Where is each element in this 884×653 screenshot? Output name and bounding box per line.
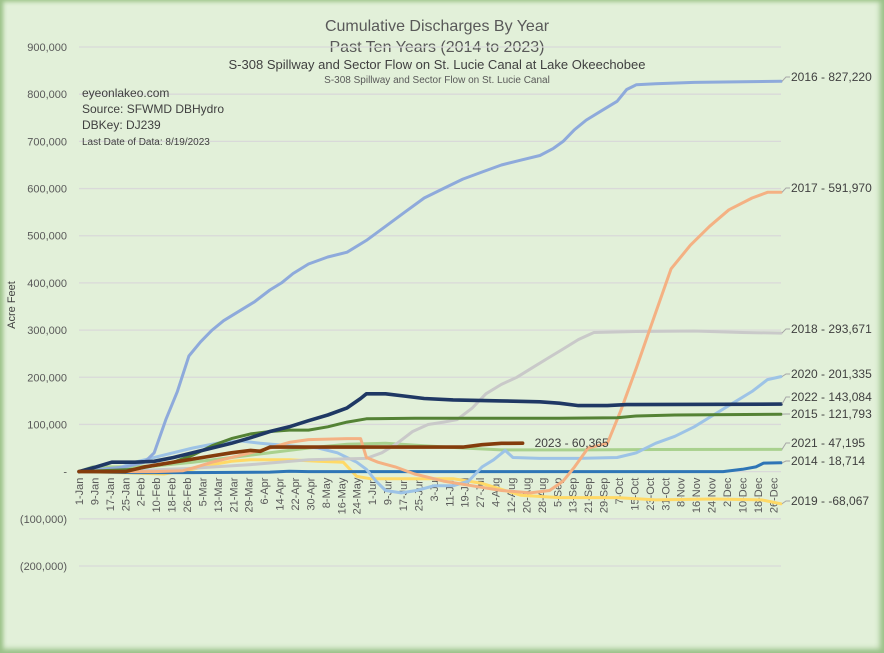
series-line-2023 — [77, 441, 525, 474]
label-leader-2016 — [781, 76, 790, 82]
x-tick-label: 17-Jun — [398, 478, 410, 512]
x-tick-label: 7-Oct — [614, 478, 626, 505]
y-axis-label: Acre Feet — [6, 281, 18, 329]
y-tick-label: (200,000) — [20, 561, 67, 573]
y-tick-label: 300,000 — [27, 325, 67, 337]
x-tick-label: 10-Dec — [737, 477, 749, 513]
x-tick-label: 29-Mar — [244, 477, 256, 512]
label-leader-2022 — [781, 396, 790, 405]
y-tick-label: 900,000 — [27, 42, 67, 54]
series-line-2022 — [77, 391, 783, 474]
x-tick-label: 15-Oct — [629, 478, 641, 511]
y-tick-label: 500,000 — [27, 231, 67, 243]
x-tick-label: 2-Feb — [136, 478, 148, 507]
x-tick-label: 21-Mar — [228, 477, 240, 512]
y-tick-label: 200,000 — [27, 372, 67, 384]
x-tick-label: 24-Nov — [707, 477, 719, 513]
x-tick-label: 3-Jul — [429, 478, 441, 502]
x-tick-label: 31-Oct — [660, 478, 672, 511]
chart-title: Cumulative Discharges By Year — [325, 18, 550, 35]
x-tick-label: 23-Oct — [645, 478, 657, 511]
x-tick-label: 18-Feb — [167, 478, 179, 513]
series-lines — [77, 79, 783, 506]
x-tick-label: 17-Jan — [105, 478, 117, 512]
label-leader-2021 — [781, 442, 790, 450]
x-tick-label: 4-Aug — [491, 478, 503, 507]
x-tick-label: 8-May — [321, 477, 333, 508]
series-end-labels: 2016 - 827,220 2017 - 591,970 2018 - 293,6… — [535, 70, 872, 508]
y-tick-label: 700,000 — [27, 136, 67, 148]
y-tick-label: 400,000 — [27, 278, 67, 290]
series-label-2021: 2021 - 47,195 — [791, 436, 865, 450]
label-leader-2017 — [781, 187, 790, 193]
y-tick-label: - — [63, 467, 67, 479]
x-tick-label: 21-Sep — [583, 478, 595, 513]
x-tick-label: 13-Mar — [213, 477, 225, 512]
y-tick-label: 600,000 — [27, 184, 67, 196]
series-line-2018 — [77, 329, 783, 474]
series-label-2015: 2015 - 121,793 — [791, 407, 872, 421]
label-leader-2020 — [781, 373, 790, 378]
y-tick-label: 800,000 — [27, 89, 67, 101]
annotation-dbkey: DBKey: DJ239 — [82, 118, 161, 132]
x-tick-label: 2-Dec — [722, 477, 734, 507]
series-label-2023: 2023 - 60,365 — [535, 436, 609, 450]
series-label-2016: 2016 - 827,220 — [791, 70, 872, 84]
series-line-2016 — [77, 79, 783, 474]
x-tick-label: 24-May — [352, 477, 364, 514]
x-tick-label: 8-Nov — [676, 477, 688, 507]
x-tick-label: 26-Dec — [768, 477, 780, 513]
annotation-last-date: Last Date of Data: 8/19/2023 — [82, 137, 210, 148]
x-tick-label: 1-Jan — [74, 478, 86, 506]
x-tick-label: 13-Sep — [568, 478, 580, 513]
label-leader-2018 — [781, 328, 790, 334]
x-tick-label: 18-Dec — [753, 477, 765, 513]
x-tick-label: 14-Apr — [275, 477, 287, 510]
x-tick-label: 6-Apr — [259, 477, 271, 504]
chart-subtitle2: S-308 Spillway and Sector Flow on St. Lu… — [229, 57, 646, 72]
x-axis-ticks: 1-Jan 9-Jan 17-Jan 25-Jan 2-Feb 10-Feb 18-Feb 2… — [74, 477, 780, 514]
series-label-2019: 2019 - -68,067 — [791, 494, 869, 508]
series-label-2022: 2022 - 143,084 — [791, 390, 872, 404]
label-leader-2014 — [781, 460, 790, 464]
series-label-2017: 2017 - 591,970 — [791, 181, 872, 195]
x-tick-label: 10-Feb — [151, 478, 163, 513]
annotation-website: eyeonlakeo.com — [82, 86, 169, 100]
x-tick-label: 5-Mar — [197, 477, 209, 506]
series-label-2020: 2020 - 201,335 — [791, 367, 872, 381]
x-tick-label: 25-Jan — [120, 478, 132, 512]
y-tick-label: (100,000) — [20, 514, 67, 526]
x-tick-label: 1-Jun — [367, 478, 379, 506]
x-tick-label: 12-Aug — [506, 478, 518, 513]
y-tick-label: 100,000 — [27, 419, 67, 431]
x-tick-label: 16-May — [336, 477, 348, 514]
x-tick-label: 25-Jun — [413, 478, 425, 512]
annotation-source: Source: SFWMD DBHydro — [82, 102, 224, 116]
x-tick-label: 16-Nov — [691, 477, 703, 513]
label-leader-2019 — [781, 500, 790, 505]
series-line-2020 — [77, 375, 783, 495]
x-tick-label: 29-Sep — [599, 478, 611, 513]
series-line-2014 — [77, 461, 783, 475]
x-tick-label: 9-Jan — [89, 478, 101, 506]
series-label-2018: 2018 - 293,671 — [791, 322, 872, 336]
series-label-2014: 2014 - 18,714 — [791, 454, 865, 468]
x-tick-label: 22-Apr — [290, 477, 302, 510]
x-tick-label: 26-Feb — [182, 478, 194, 513]
x-tick-label: 30-Apr — [305, 477, 317, 510]
series-line-2017 — [77, 190, 783, 495]
y-axis-ticks: 900,000 800,000 700,000 600,000 500,000 400,0… — [20, 42, 67, 573]
chart-subtitle3: S-308 Spillway and Sector Flow on St. Lu… — [324, 75, 550, 86]
